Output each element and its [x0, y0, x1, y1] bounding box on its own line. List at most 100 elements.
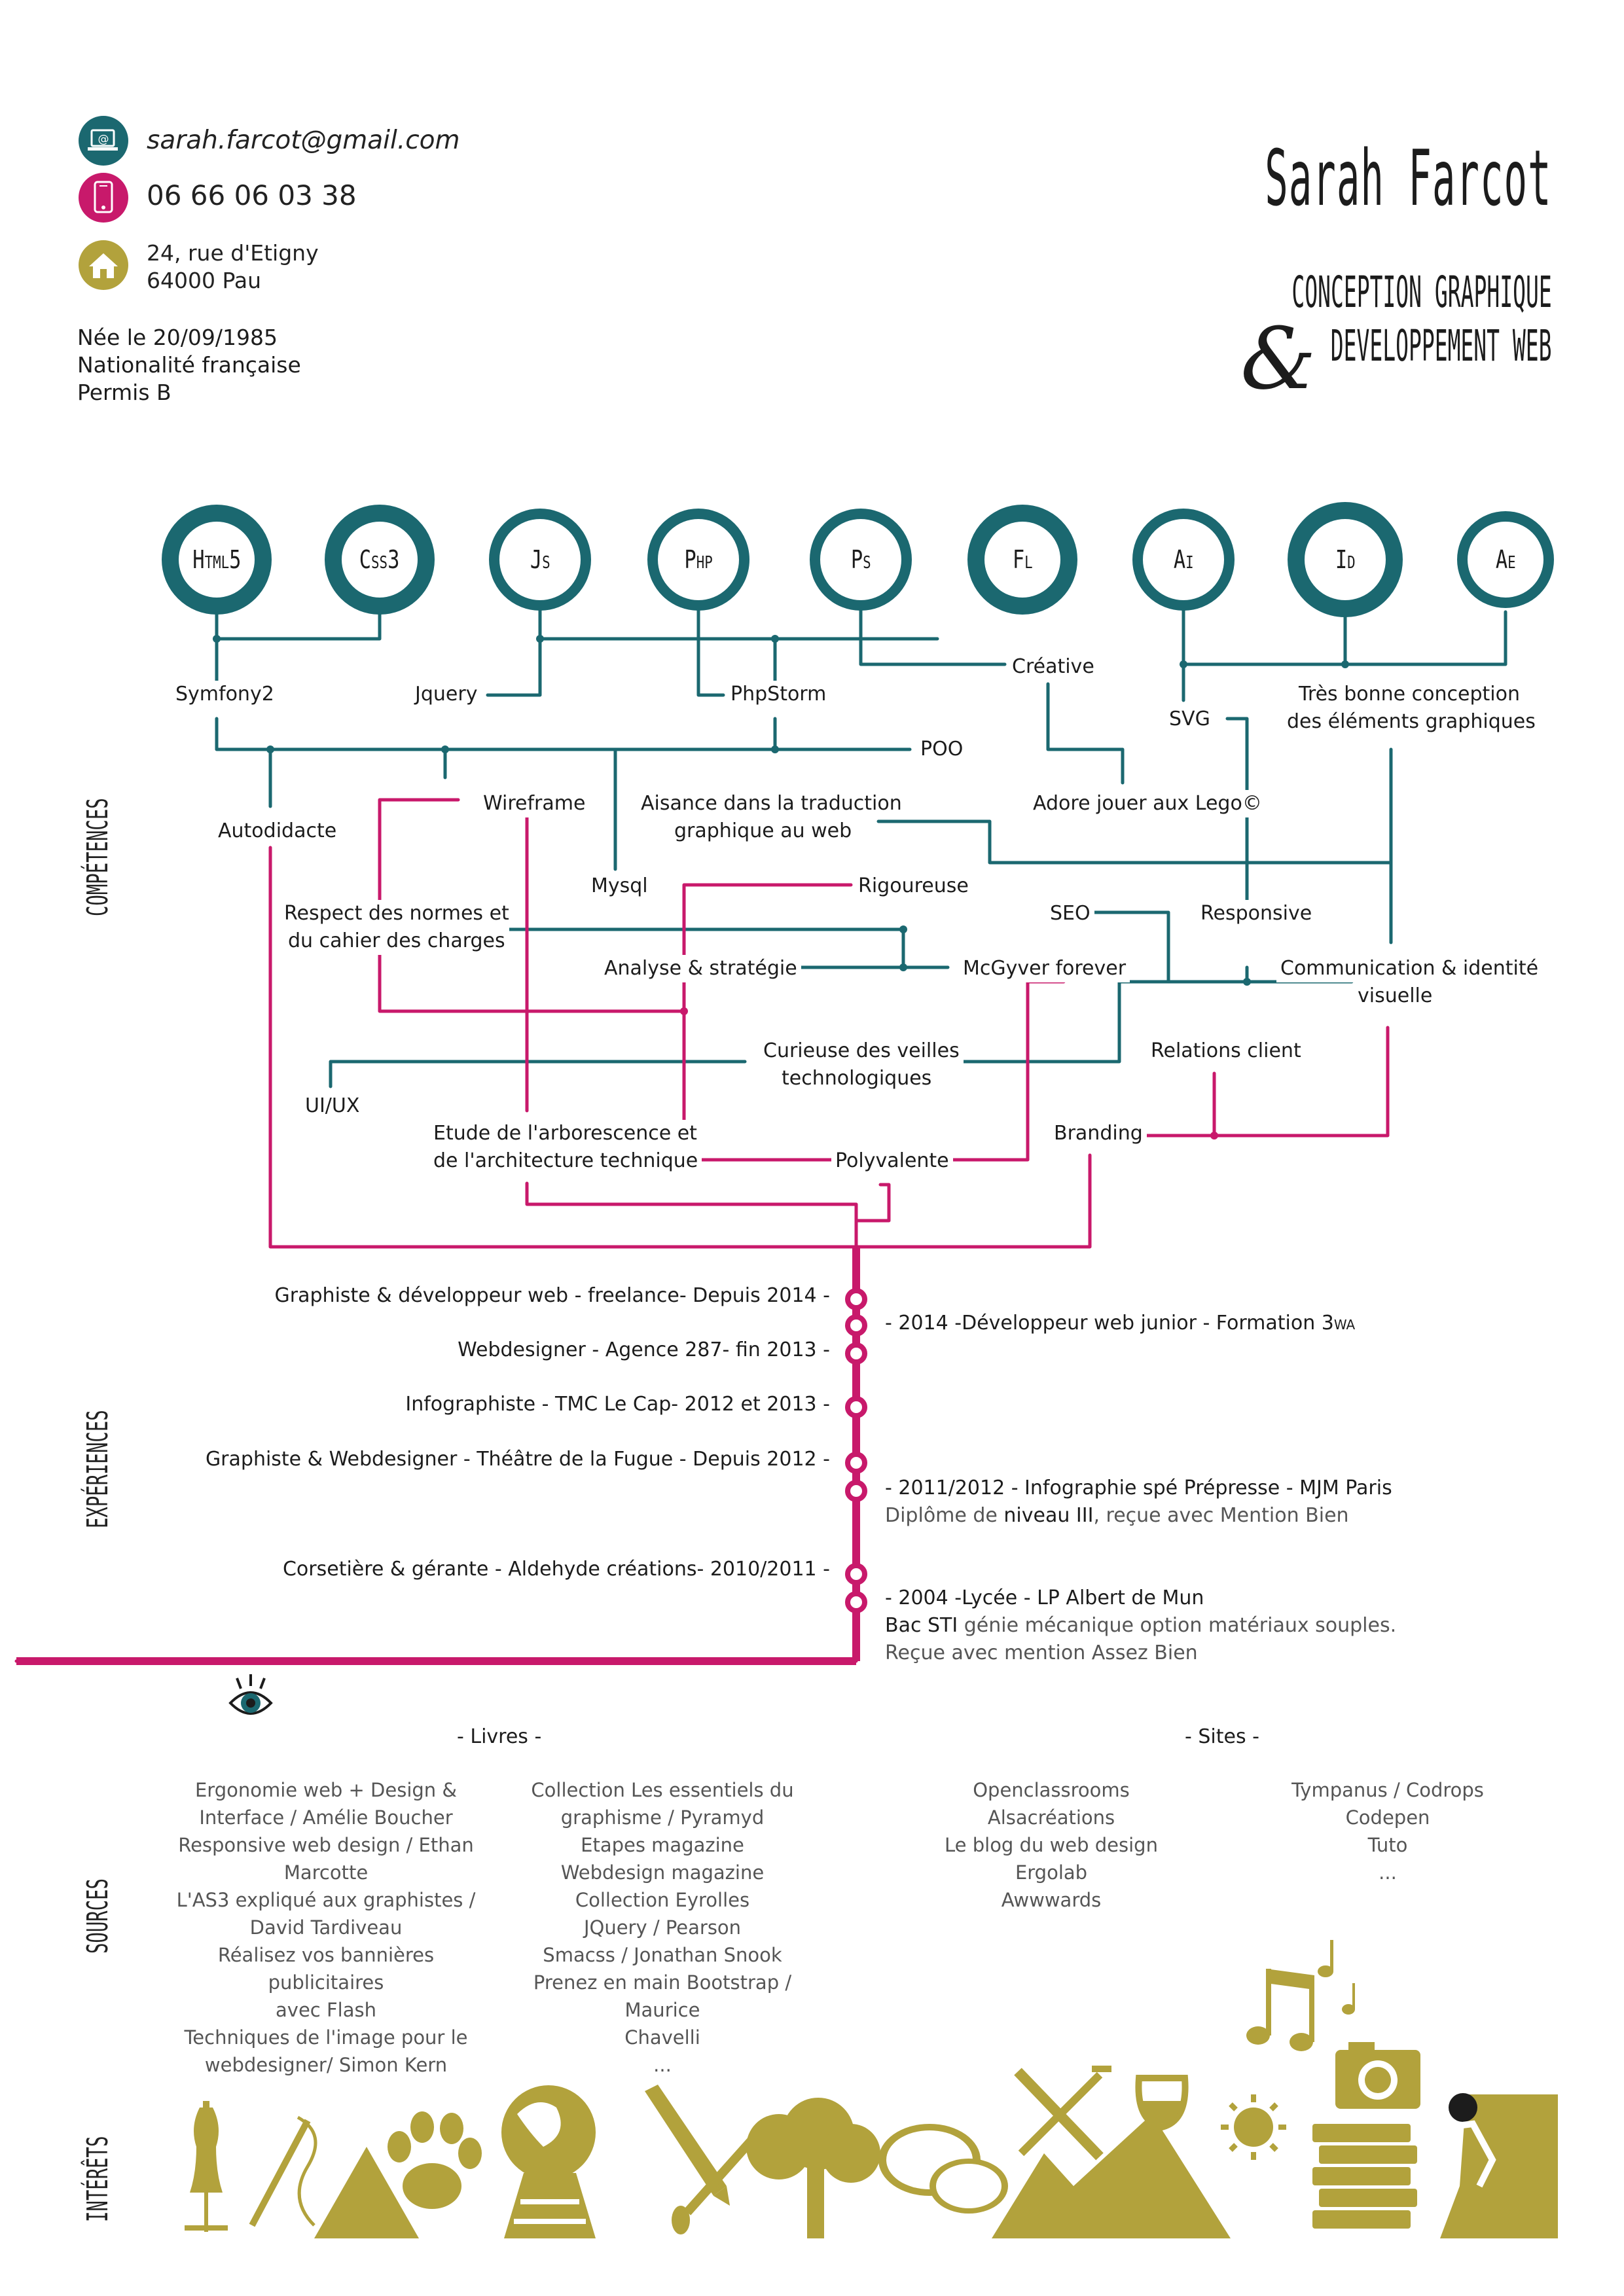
job-title-line-2: developpement web	[1331, 321, 1552, 371]
paw-icon	[388, 2111, 482, 2209]
wine-glass-icon	[1130, 2075, 1189, 2162]
skill-phpstorm: PhpStorm	[727, 681, 831, 708]
skill-polyvalente: Polyvalente	[831, 1147, 953, 1175]
education-2-detail-c: , reçue avec Mention Bien	[1093, 1504, 1349, 1527]
skill-communication-1: Communication & identité	[1276, 955, 1543, 982]
sites-list-1: Openclassrooms Alsacréations Le blog du we…	[901, 1776, 1202, 1914]
books-list-1: Ergonomie web + Design & Interface / Amél…	[175, 1776, 477, 2079]
email-icon-glyph: @	[98, 133, 109, 146]
skill-relations: Relations client	[1147, 1037, 1305, 1065]
skill-translation-2: graphique au web	[670, 817, 856, 845]
email-icon: @	[79, 116, 128, 166]
address-line-2: 64000 Pau	[147, 268, 262, 293]
skill-rigoureuse: Rigoureuse	[854, 872, 973, 900]
needle-thread-icon	[249, 2115, 317, 2227]
source-item: Webdesign magazine	[560, 1861, 765, 1884]
tech-circle-label-small: D	[1346, 553, 1356, 573]
sites-list-2: Tympanus / Codrops Codepen Tuto...	[1237, 1776, 1538, 1886]
skill-analyse: Analyse & stratégie	[600, 955, 801, 982]
education-item-3: - 2004 -Lycée - LP Albert de Mun	[885, 1587, 1204, 1609]
skill-design-elements-1: Très bonne conception	[1295, 681, 1524, 708]
experience-item: Graphiste & Webdesigner - Théâtre de la …	[205, 1448, 830, 1471]
tech-circle-label-small: S	[541, 553, 550, 573]
skill-etude-2: de l'architecture technique	[429, 1147, 702, 1175]
source-item: Réalisez vos bannières publicitaires	[217, 1944, 435, 1994]
education-item-1: - 2014 -Développeur web junior - Formati…	[885, 1312, 1355, 1335]
tech-circle-label-small: I	[1185, 553, 1194, 573]
music-notes-icon	[1246, 1940, 1355, 2051]
source-item: ...	[1379, 1861, 1397, 1884]
education-3-detail-a: Bac STI	[885, 1614, 958, 1637]
books-list-2: Collection Les essentiels du graphisme / …	[512, 1776, 813, 2079]
tech-circle-label-main: F	[1012, 545, 1024, 574]
source-item: David Tardiveau	[249, 1916, 403, 1939]
tech-circle-label-main: A	[1495, 545, 1507, 574]
tech-circle: AE	[1457, 511, 1554, 608]
education-3-detail: Bac STI génie mécanique option matériaux…	[885, 1614, 1396, 1637]
tech-circle-label: HTML5	[192, 545, 241, 574]
skill-mcgyver: McGyver forever	[959, 955, 1130, 982]
education-2-detail-a: Diplôme de	[885, 1504, 1004, 1527]
full-name: Sarah Farcot	[1265, 133, 1552, 223]
mountain-icon	[992, 2114, 1231, 2238]
source-item: Collection Les essentiels du	[531, 1779, 794, 1801]
source-item: Tympanus / Codrops	[1291, 1779, 1484, 1801]
climber-icon	[1440, 2093, 1558, 2238]
skill-responsive: Responsive	[1197, 900, 1316, 927]
education-item-2: - 2011/2012 - Infographie spé Prépresse …	[885, 1477, 1392, 1499]
source-item: Etapes magazine	[581, 1834, 744, 1856]
fork-knife-icon	[1014, 2066, 1111, 2161]
source-item: Awwwards	[1001, 1889, 1102, 1911]
tech-circle: JS	[489, 509, 591, 611]
skill-uiux: UI/UX	[301, 1092, 364, 1120]
experience-item: Infographiste - TMC Le Cap- 2012 et 2013…	[405, 1393, 830, 1416]
skill-design-elements-2: des éléments graphiques	[1283, 708, 1540, 736]
source-item: avec Flash	[276, 1999, 376, 2021]
camera-icon	[1335, 2042, 1420, 2109]
source-item: Openclassrooms	[973, 1779, 1130, 1801]
source-item: Prenez en main Bootstrap / Maurice	[533, 1971, 792, 2021]
tech-circle-label: JS	[530, 545, 550, 574]
eye-icon	[228, 1674, 273, 1715]
tech-circle: FL	[967, 505, 1077, 615]
railway-icon	[504, 2173, 596, 2238]
tech-circle-label-small: TML	[204, 553, 229, 573]
email-address[interactable]: sarah.farcot@gmail.com	[147, 126, 460, 155]
sun-icon	[1221, 2094, 1286, 2160]
skill-curieuse-1: Curieuse des veilles	[759, 1037, 964, 1065]
nationality: Nationalité française	[77, 352, 301, 378]
skill-symfony: Symfony2	[171, 681, 278, 708]
education-3-detail-b: génie mécanique option matériaux souples…	[958, 1614, 1397, 1637]
source-item: Collection Eyrolles	[575, 1889, 750, 1911]
skill-etude-1: Etude de l'arborescence et	[429, 1120, 701, 1147]
tech-circle-label-main: P	[850, 545, 863, 574]
driving-license: Permis B	[77, 380, 171, 405]
skill-mysql: Mysql	[587, 872, 652, 900]
experience-item: Corsetière & gérante - Aldehyde création…	[282, 1558, 830, 1581]
skill-svg: SVG	[1165, 706, 1214, 733]
source-item: JQuery / Pearson	[583, 1916, 742, 1939]
tech-circle-label-small: E	[1507, 553, 1516, 573]
source-item: Tuto	[1367, 1834, 1408, 1856]
source-item: Responsive web design / Ethan	[178, 1834, 474, 1856]
tech-circle-label: PS	[851, 545, 871, 574]
tech-circle-label-main: J	[530, 545, 542, 574]
tech-circle-label: PHP	[684, 545, 712, 574]
phone-number: 06 66 06 03 38	[147, 179, 357, 211]
skill-jquery: Jquery	[411, 681, 482, 708]
tech-circle: CSS3	[325, 505, 435, 615]
tech-circle: PS	[810, 509, 912, 611]
source-item: ...	[653, 2054, 672, 2076]
address-line-1: 24, rue d'Etigny	[147, 240, 319, 266]
source-item: Smacss / Jonathan Snook	[543, 1944, 782, 1966]
education-2-detail: Diplôme de niveau III, reçue avec Mentio…	[885, 1504, 1349, 1527]
tech-circle: PHP	[647, 509, 749, 611]
skill-poo: POO	[916, 736, 967, 763]
tech-circle-label-tail: 5	[228, 545, 242, 574]
tech-circle: HTML5	[162, 505, 272, 615]
education-1-suffix: WA	[1333, 1317, 1356, 1333]
source-item: Techniques de l'image pour le	[184, 2026, 468, 2049]
tech-circle-label-small: SS	[371, 553, 388, 573]
interests-icons	[185, 1940, 1558, 2238]
source-item: graphisme / Pyramyd	[560, 1806, 765, 1829]
